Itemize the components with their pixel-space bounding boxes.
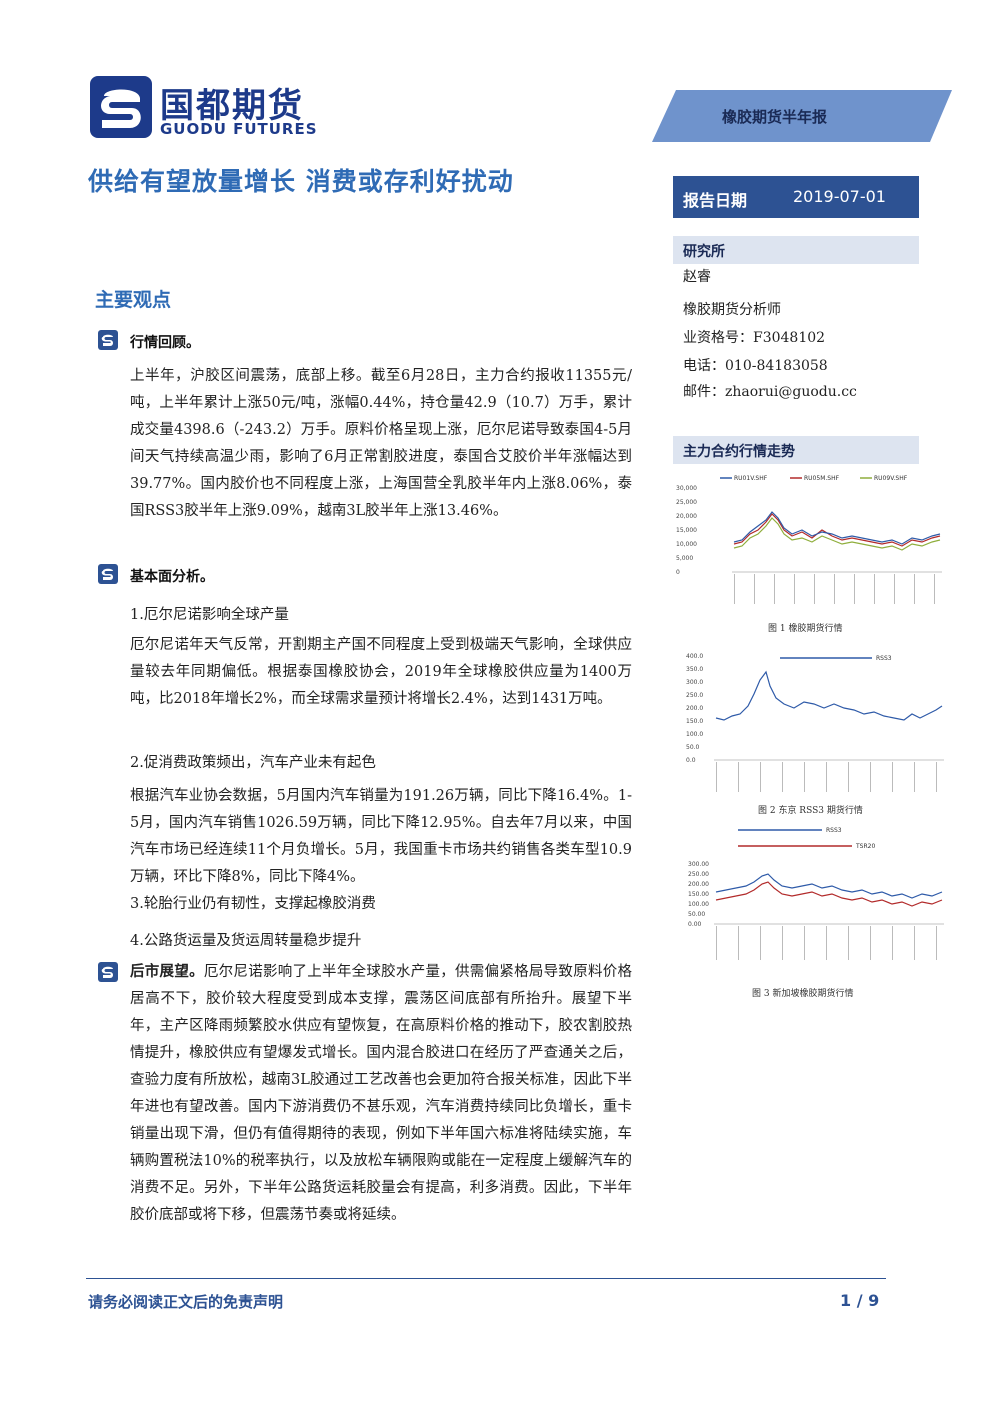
- y-tick-label: 0: [676, 569, 680, 576]
- chart-1-legend: RU01V.SHF RU05M.SHF RU09V.SHF: [720, 475, 908, 482]
- analyst-license: 业资格号：F3048102: [683, 330, 826, 346]
- y-tick-label: 150.0: [686, 718, 703, 725]
- y-tick-label: 300.0: [686, 679, 703, 686]
- bullet-logo-icon: [98, 962, 118, 982]
- analyst-name: 赵睿: [683, 269, 711, 285]
- series-line: [715, 873, 943, 899]
- y-tick-label: 200.0: [686, 705, 703, 712]
- report-title: 供给有望放量增长 消费或存利好扰动: [88, 167, 514, 196]
- chart-1-y-ticks: 30,000 25,000 20,000 15,000 10,000 5,000…: [676, 485, 697, 576]
- series-line: [715, 881, 943, 907]
- report-type-label: 橡胶期货半年报: [722, 108, 828, 126]
- y-tick-label: 100.0: [686, 731, 703, 738]
- y-tick-label: 400.0: [686, 653, 703, 660]
- chart-2-y-ticks: 400.0 350.0 300.0 250.0 200.0 150.0 100.…: [686, 653, 703, 764]
- series-line: [733, 511, 941, 545]
- y-tick-label: 10,000: [676, 541, 697, 548]
- series-line: [715, 670, 943, 721]
- figure-3-caption: 图 3 新加坡橡胶期货行情: [752, 989, 854, 999]
- series-line: [733, 513, 941, 547]
- outlook-paragraph: 后市展望。厄尔尼诺影响了上半年全球胶水产量，供需偏紧格局导致原料价格居高不下，胶…: [130, 959, 632, 1229]
- y-tick-label: 0.0: [686, 757, 696, 764]
- y-tick-label: 50.0: [686, 744, 700, 751]
- report-date-value: 2019-07-01: [793, 187, 886, 206]
- series-line: [733, 517, 941, 551]
- y-tick-label: 100.00: [688, 901, 709, 908]
- y-tick-label: 30,000: [676, 485, 697, 492]
- chart-1-x-axis-ticks: [734, 574, 935, 604]
- guodu-logo-icon: [90, 76, 152, 138]
- y-tick-label: 20,000: [676, 513, 697, 520]
- y-tick-label: 50.00: [688, 911, 705, 918]
- legend-label: RSS3: [826, 827, 842, 834]
- research-label: 研究所: [683, 244, 725, 260]
- market-review-body: 上半年，沪胶区间震荡，底部上移。截至6月28日，主力合约报收11355元/吨，上…: [130, 368, 632, 519]
- legend-label: RU09V.SHF: [874, 475, 908, 482]
- fundamentals-item-3-title: 3.轮胎行业仍有韧性，支撑起橡胶消费: [130, 896, 376, 912]
- report-date-label: 报告日期: [683, 191, 748, 210]
- analyst-title: 橡胶期货分析师: [683, 302, 781, 318]
- legend-label: RSS3: [876, 655, 892, 662]
- y-tick-label: 250.00: [688, 871, 709, 878]
- fundamentals-title: 基本面分析。: [130, 569, 214, 585]
- chart-2: RSS3 400.0 350.0 300.0 250.0 200.0 150.0…: [686, 653, 944, 792]
- chart-1: RU01V.SHF RU05M.SHF RU09V.SHF 30,000 25,…: [676, 475, 942, 604]
- fundamentals-item-1-body: 厄尔尼诺年天气反常，开割期主产国不同程度上受到极端天气影响，全球供应量较去年同期…: [130, 637, 632, 707]
- chart-3-x-axis-ticks: [716, 926, 937, 960]
- outlook-body: 厄尔尼诺影响了上半年全球胶水产量，供需偏紧格局导致原料价格居高不下，胶价较大程度…: [130, 964, 633, 1223]
- chart-3-legend: RSS3 TSR20: [738, 827, 875, 850]
- legend-label: RU05M.SHF: [804, 475, 840, 482]
- chart-3-y-ticks: 300.00 250.00 200.00 150.00 100.00 50.00…: [688, 861, 709, 928]
- chart-3: RSS3 TSR20 300.00 250.00 200.00 150.00 1…: [688, 827, 944, 960]
- report-type-banner: 橡胶期货半年报: [652, 90, 952, 142]
- y-tick-label: 0.00: [688, 921, 702, 928]
- company-logo: 国都期货 GUODU FUTURES: [90, 76, 330, 138]
- legend-label: TSR20: [855, 843, 875, 850]
- y-tick-label: 250.0: [686, 692, 703, 699]
- y-tick-label: 25,000: [676, 499, 697, 506]
- footer-disclaimer[interactable]: 请务必阅读正文后的免责声明: [88, 1293, 284, 1311]
- fundamentals-item-2-body: 根据汽车业协会数据，5月国内汽车销量为191.26万辆，同比下降16.4%。1-…: [130, 788, 632, 885]
- report-date-box: 报告日期 2019-07-01: [673, 176, 919, 218]
- footer-divider: [86, 1278, 886, 1279]
- bullet-logo-icon: [98, 330, 118, 350]
- fundamentals-item-1-title: 1.厄尔尼诺影响全球产量: [130, 607, 289, 623]
- logo-english-name: GUODU FUTURES: [160, 120, 318, 138]
- section-title-main-views: 主要观点: [95, 289, 172, 311]
- y-tick-label: 350.0: [686, 666, 703, 673]
- y-tick-label: 150.00: [688, 891, 709, 898]
- fundamentals-item-2-title: 2.促消费政策频出，汽车产业未有起色: [130, 755, 376, 771]
- figure-1-caption: 图 1 橡胶期货行情: [768, 624, 843, 634]
- market-review-title: 行情回顾。: [130, 335, 200, 351]
- analyst-phone: 电话：010-84183058: [683, 358, 828, 374]
- outlook-title: 后市展望。: [130, 964, 204, 980]
- y-tick-label: 200.00: [688, 881, 709, 888]
- chart-section-title: 主力合约行情走势: [683, 444, 795, 460]
- y-tick-label: 15,000: [676, 527, 697, 534]
- banner-shape: [652, 90, 952, 142]
- page-number: 1 / 9: [840, 1291, 880, 1310]
- analyst-email[interactable]: 邮件：zhaorui@guodu.cc: [683, 384, 857, 400]
- figure-2-caption: 图 2 东京 RSS3 期货行情: [758, 806, 863, 816]
- research-label-bar: 研究所: [673, 236, 919, 264]
- chart-section-bar: 主力合约行情走势: [673, 436, 919, 464]
- legend-label: RU01V.SHF: [734, 475, 768, 482]
- logo-chinese-name: 国都期货: [160, 86, 304, 126]
- chart-2-x-axis-ticks: [716, 762, 937, 792]
- bullet-logo-icon: [98, 564, 118, 584]
- chart-2-legend: RSS3: [780, 655, 892, 662]
- fundamentals-item-4-title: 4.公路货运量及货运周转量稳步提升: [130, 933, 362, 949]
- y-tick-label: 5,000: [676, 555, 693, 562]
- y-tick-label: 300.00: [688, 861, 709, 868]
